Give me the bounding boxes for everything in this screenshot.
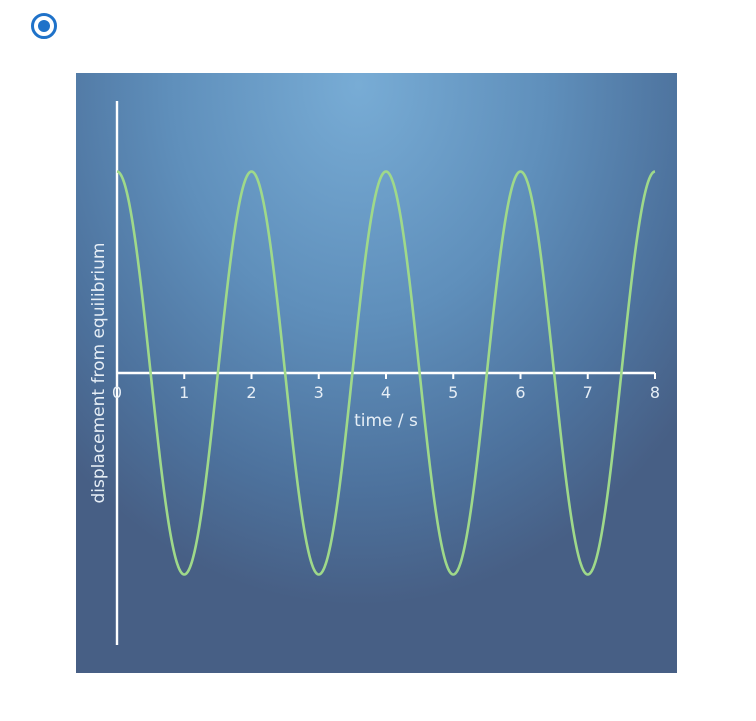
x-tick-label: 1 [179, 383, 189, 402]
y-axis-label: displacement from equilibrium [89, 243, 109, 504]
oscillation-chart: 0 1 2 3 4 5 6 7 8 time / s displacement from equ… [89, 101, 660, 645]
x-tick-label: 7 [583, 383, 593, 402]
x-tick-label: 8 [650, 383, 660, 402]
chart-panel: 0 1 2 3 4 5 6 7 8 time / s displacement from equ… [76, 73, 677, 673]
radio-selected-icon [38, 20, 50, 32]
x-tick-label: 4 [381, 383, 391, 402]
answer-radio-button[interactable] [31, 13, 57, 39]
x-tick-label: 2 [246, 383, 256, 402]
x-tick-label: 0 [112, 383, 122, 402]
x-tick-label: 5 [448, 383, 458, 402]
x-tick-label: 6 [515, 383, 525, 402]
x-axis-label: time / s [354, 411, 418, 431]
x-tick-label: 3 [314, 383, 324, 402]
series-line-0 [116, 170, 656, 576]
